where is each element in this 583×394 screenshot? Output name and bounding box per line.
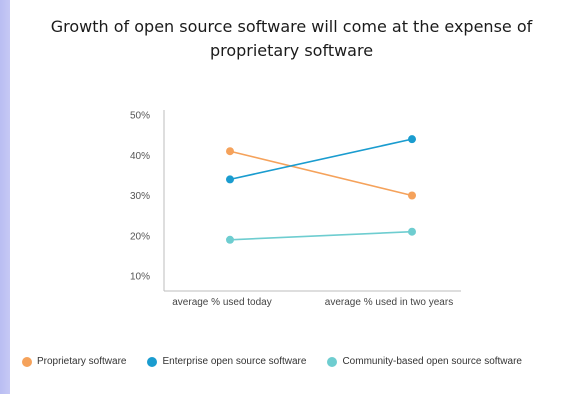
legend-item: Community-based open source software (327, 356, 522, 367)
data-point (408, 227, 416, 236)
chart-card (10, 0, 583, 394)
data-point (226, 147, 234, 156)
series-group (226, 135, 416, 244)
data-point (226, 235, 234, 244)
data-point (226, 175, 234, 184)
x-tick-label: average % used in two years (325, 297, 453, 308)
y-axis-ticks: 10% 20% 30% 40% 50% (130, 111, 150, 283)
data-point (408, 135, 416, 144)
legend-item: Enterprise open source software (147, 356, 306, 367)
y-tick-label: 10% (130, 272, 150, 283)
chart-title-line-1: Growth of open source software will come… (50, 17, 533, 36)
y-tick-label: 20% (130, 231, 150, 242)
series-line (229, 138, 413, 181)
x-axis-ticks: average % used today average % used in tw… (172, 297, 453, 308)
y-tick-label: 40% (130, 151, 150, 162)
chart-title-line-2: proprietary software (209, 41, 374, 60)
y-tick-label: 50% (130, 111, 150, 122)
legend-label: Proprietary software (37, 356, 127, 367)
legend-label: Enterprise open source software (162, 356, 307, 367)
legend-label: Community-based open source software (342, 356, 522, 367)
legend-swatch (22, 356, 32, 367)
x-tick-label: average % used today (172, 297, 272, 308)
legend-swatch (327, 356, 338, 367)
series-line (229, 230, 413, 241)
legend-item: Proprietary software (22, 356, 126, 367)
chart-title: Growth of open source software will come… (0, 15, 583, 63)
legend: Proprietary software Enterprise open sour… (22, 356, 543, 367)
series-line (229, 150, 413, 197)
legend-swatch (147, 356, 158, 367)
data-point (408, 191, 416, 200)
y-tick-label: 30% (130, 191, 150, 202)
